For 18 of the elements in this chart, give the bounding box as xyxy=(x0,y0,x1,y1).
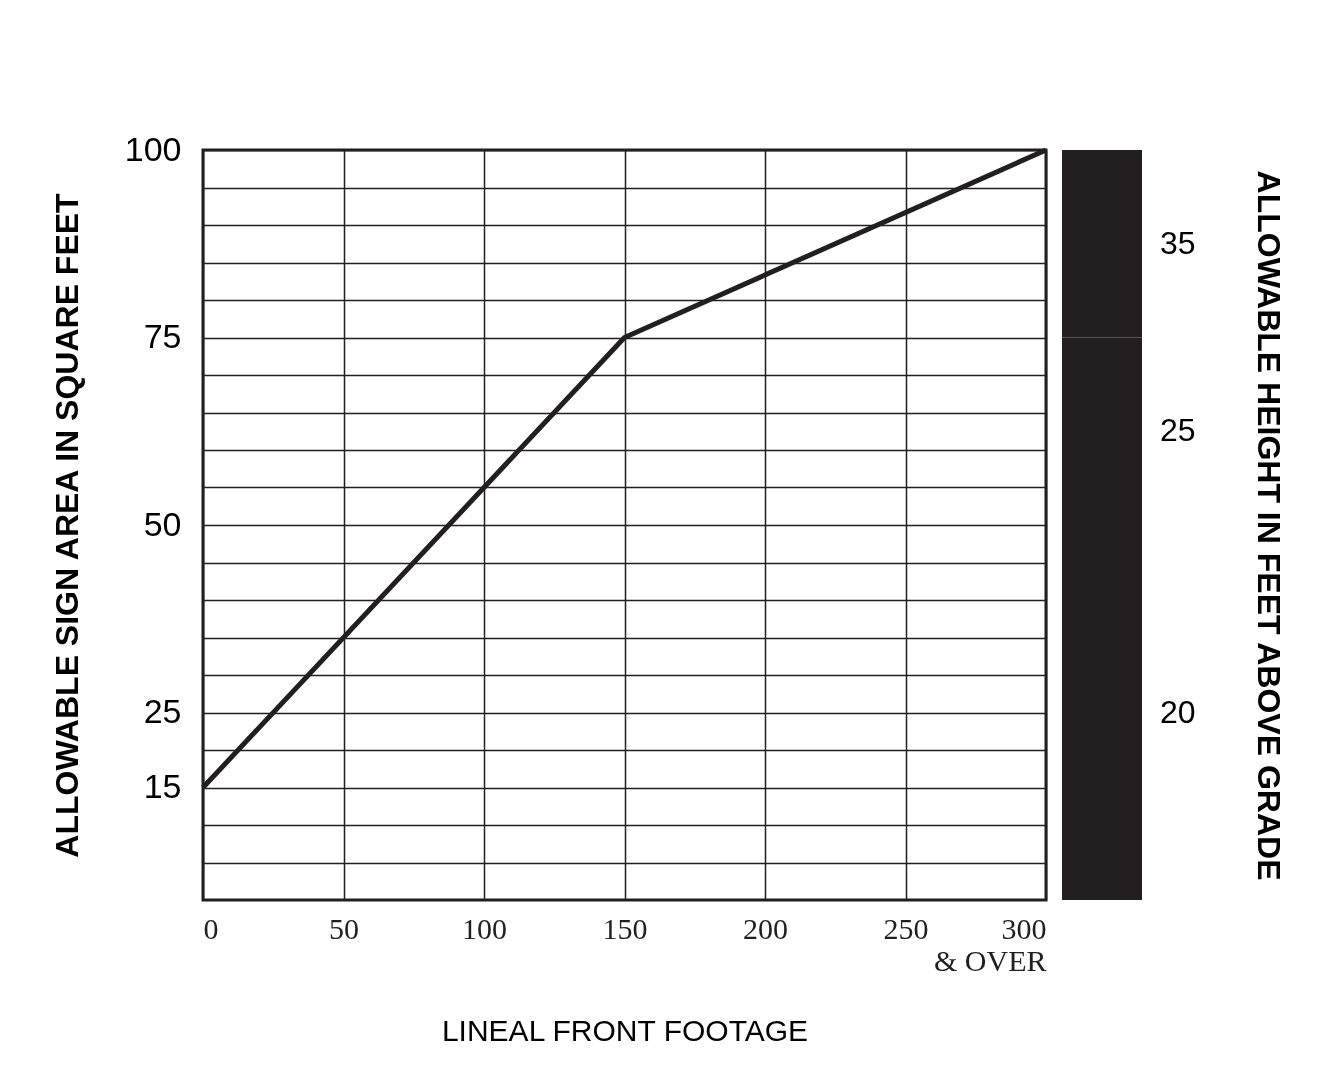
y-axis-title: ALLOWABLE SIGN AREA IN SQUARE FEET xyxy=(48,192,85,858)
x-tick-label: 250 xyxy=(883,911,929,945)
y-tick-label: 50 xyxy=(143,504,182,543)
x-tick-label: 100 xyxy=(462,911,507,945)
series-label: 35 xyxy=(1160,224,1196,261)
x-tick-label: 50 xyxy=(329,911,359,945)
x-tick-label: 300 & OVER xyxy=(934,911,1047,977)
y-tick-label: 15 xyxy=(143,767,182,805)
x-tick-label: 150 xyxy=(602,911,648,945)
x-tick-label: 0 xyxy=(203,911,219,945)
series-label: 25 xyxy=(1160,412,1196,449)
x-axis-title: LINEAL FRONT FOOTAGE xyxy=(441,1013,809,1047)
y-tick-label: 100 xyxy=(124,129,182,168)
x-tick-label: 200 xyxy=(743,911,788,945)
y-tick-label: 25 xyxy=(143,692,182,730)
series-label: 20 xyxy=(1160,693,1196,730)
y-axis-title: ALLOWABLE HEIGHT IN FEET ABOVE GRADE xyxy=(1250,170,1287,881)
y-tick-label: 75 xyxy=(143,317,182,355)
